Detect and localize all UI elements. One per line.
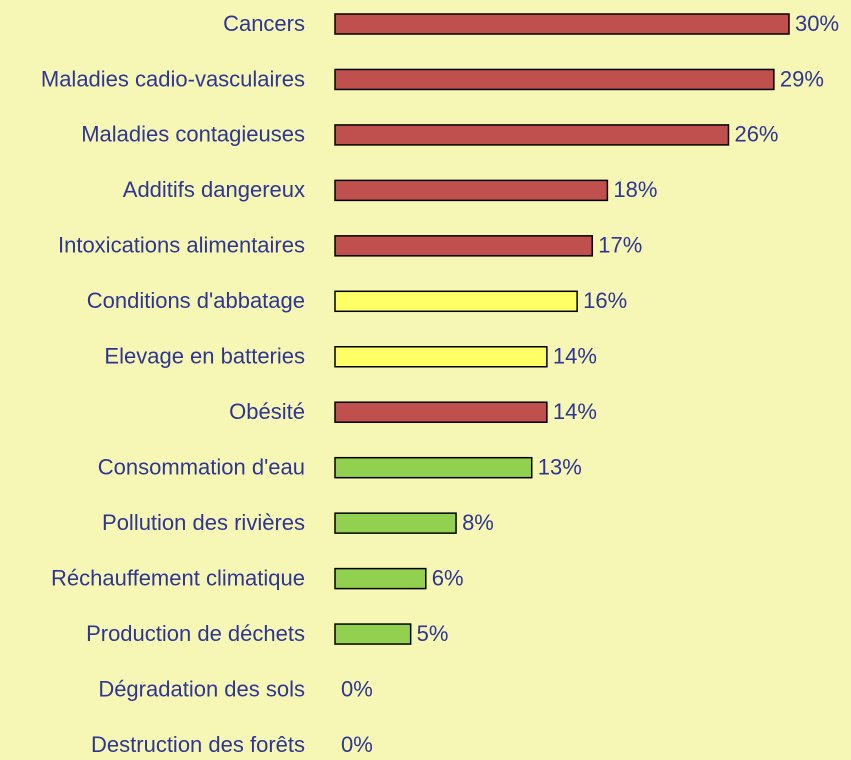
bar — [334, 68, 775, 91]
data-label: 29% — [780, 66, 824, 91]
category-label: Obésité — [229, 399, 305, 424]
bar — [334, 456, 533, 479]
bar — [334, 512, 457, 534]
category-label: Intoxications alimentaires — [58, 233, 305, 258]
data-label: 30% — [795, 11, 839, 36]
data-label: 18% — [613, 177, 657, 202]
category-label: Pollution des rivières — [102, 510, 305, 535]
category-label: Destruction des forêts — [91, 732, 305, 757]
category-label: Maladies contagieuses — [81, 122, 305, 147]
bar — [334, 235, 594, 257]
data-label: 0% — [341, 732, 373, 757]
data-label: 6% — [432, 565, 464, 590]
bar — [334, 290, 578, 313]
category-label: Réchauffement climatique — [51, 565, 305, 590]
data-label: 8% — [462, 510, 494, 535]
bar — [334, 346, 548, 368]
bar — [334, 13, 790, 35]
data-label: 14% — [553, 344, 597, 369]
bar — [334, 567, 427, 590]
category-label: Elevage en batteries — [104, 344, 305, 369]
data-label: 13% — [538, 454, 582, 479]
bar — [334, 179, 609, 202]
bar — [334, 401, 548, 423]
category-label: Consommation d'eau — [98, 454, 305, 479]
category-label: Cancers — [223, 11, 305, 36]
data-label: 14% — [553, 399, 597, 424]
category-label: Production de déchets — [86, 621, 305, 646]
bar — [334, 623, 412, 645]
data-label: 5% — [417, 621, 449, 646]
bar — [334, 124, 730, 146]
category-label: Conditions d'abbatage — [87, 288, 305, 313]
data-label: 16% — [583, 288, 627, 313]
data-label: 26% — [734, 122, 778, 147]
category-label: Maladies cadio-vasculaires — [41, 66, 305, 91]
data-label: 17% — [598, 233, 642, 258]
data-label: 0% — [341, 676, 373, 701]
category-label: Dégradation des sols — [98, 676, 305, 701]
category-label: Additifs dangereux — [123, 177, 305, 202]
